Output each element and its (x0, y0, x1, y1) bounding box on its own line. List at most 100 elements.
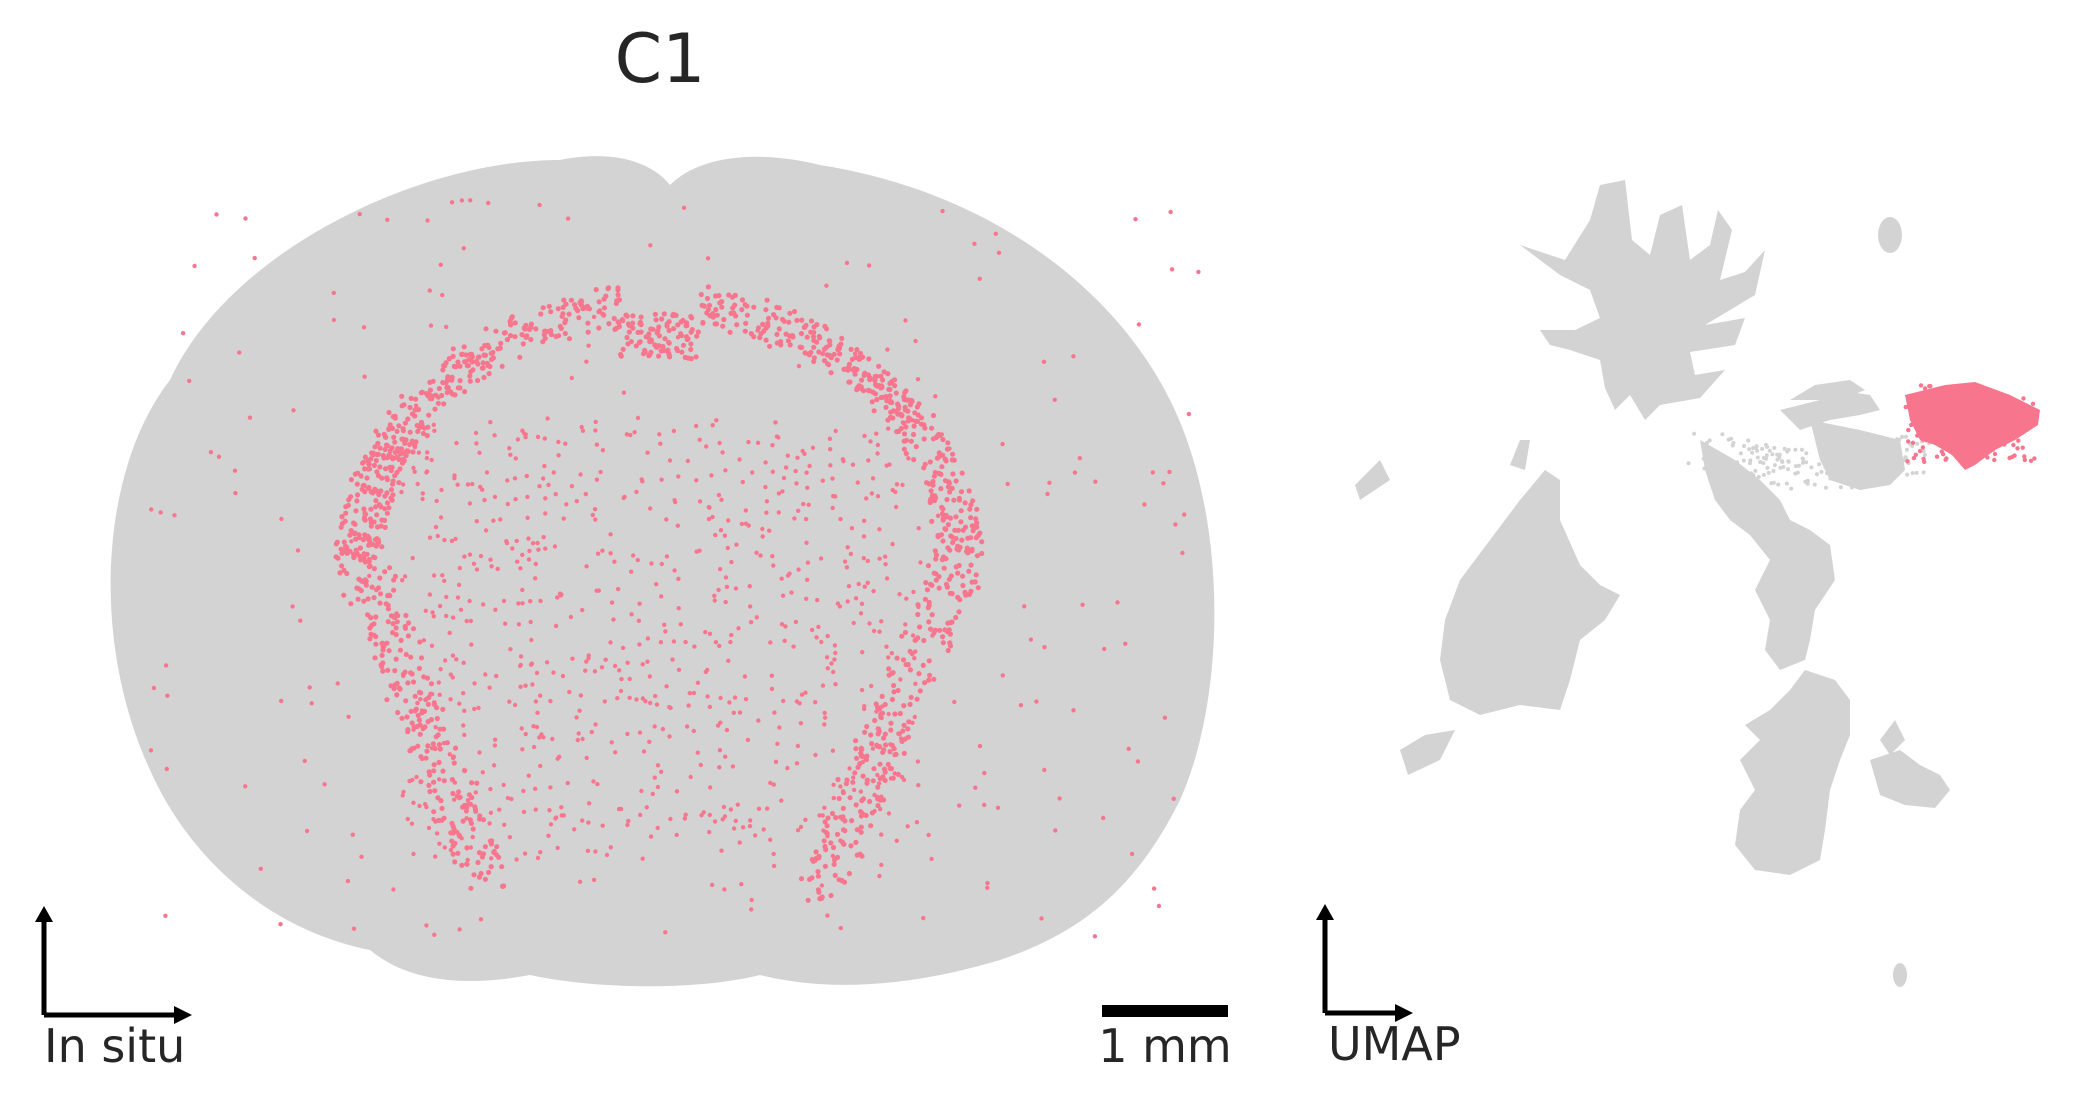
in-situ-highlight-cell (546, 833, 551, 838)
umap-gray-cell (1769, 481, 1774, 486)
in-situ-highlight-cell (712, 593, 717, 598)
in-situ-highlight-cell (882, 777, 888, 784)
in-situ-highlight-cell (427, 592, 433, 597)
in-situ-highlight-cell (700, 319, 706, 326)
in-situ-highlight-cell (707, 812, 712, 818)
in-situ-highlight-cell (672, 498, 677, 503)
in-situ-highlight-cell (172, 513, 177, 518)
in-situ-highlight-cell (655, 825, 660, 831)
in-situ-highlight-cell (407, 429, 413, 435)
in-situ-highlight-cell (586, 306, 593, 312)
in-situ-highlight-cell (486, 869, 492, 876)
in-situ-highlight-cell (520, 601, 525, 606)
umap-highlight-cell (1975, 419, 1980, 425)
in-situ-highlight-cell (338, 524, 344, 530)
umap-highlight-cell (1985, 455, 1990, 460)
in-situ-highlight-cell (480, 487, 485, 492)
in-situ-highlight-cell (930, 478, 936, 485)
in-situ-highlight-cell (789, 590, 794, 595)
in-situ-highlight-cell (534, 670, 540, 676)
in-situ-highlight-cell (767, 528, 772, 533)
in-situ-highlight-cell (496, 854, 502, 860)
in-situ-highlight-cell (898, 677, 903, 682)
in-situ-highlight-cell (471, 561, 477, 566)
in-situ-highlight-cell (507, 835, 513, 840)
in-situ-highlight-cells (148, 198, 1201, 939)
in-situ-highlight-cell (975, 585, 981, 591)
in-situ-highlight-cell (783, 331, 789, 337)
in-situ-highlight-cell (493, 328, 499, 334)
in-situ-highlight-cell (354, 492, 361, 498)
umap-highlight-cell (2016, 418, 2021, 423)
umap-gray-cell (1883, 463, 1888, 468)
in-situ-highlight-cell (867, 621, 872, 626)
in-situ-highlight-cell (888, 720, 894, 726)
in-situ-highlight-cell (676, 576, 681, 581)
umap-gray-cell (1863, 449, 1868, 453)
umap-gray-cell (1837, 465, 1842, 470)
in-situ-highlight-cell (595, 551, 601, 556)
in-situ-highlight-cell (770, 443, 775, 448)
in-situ-highlight-cell (362, 511, 369, 517)
umap-highlight-cell (1915, 433, 1920, 438)
in-situ-highlight-cell (595, 781, 600, 787)
in-situ-highlight-cell (525, 515, 530, 520)
umap-highlight-cell (1903, 404, 1909, 410)
umap-highlight-cell (2002, 418, 2007, 423)
in-situ-highlight-cell (440, 367, 446, 373)
in-situ-highlight-cell (968, 515, 974, 521)
in-situ-highlight-cell (337, 570, 343, 576)
in-situ-highlight-cell (753, 833, 758, 838)
in-situ-highlight-cell (348, 477, 354, 483)
in-situ-highlight-cell (491, 763, 497, 768)
in-situ-highlight-cell (430, 741, 436, 747)
in-situ-highlight-cell (733, 818, 738, 824)
in-situ-highlight-cell (915, 759, 921, 764)
in-situ-highlight-cell (596, 325, 602, 331)
umap-gray-cell (1738, 451, 1743, 456)
in-situ-highlight-cell (407, 441, 413, 447)
in-situ-highlight-cell (1000, 673, 1005, 678)
umap-gray-cell (1692, 431, 1697, 436)
in-situ-highlight-cell (479, 365, 485, 371)
in-situ-highlight-cell (860, 811, 865, 816)
in-situ-highlight-cell (343, 543, 349, 549)
in-situ-highlight-cell (600, 823, 605, 828)
in-situ-highlight-cell (1045, 491, 1050, 497)
in-situ-highlight-cell (148, 748, 154, 753)
in-situ-highlight-cell (626, 329, 632, 335)
in-situ-highlight-cell (831, 795, 836, 801)
in-situ-highlight-cell (862, 584, 867, 589)
in-situ-highlight-cell (408, 395, 414, 401)
in-situ-highlight-cell (377, 591, 384, 597)
in-situ-highlight-cell (467, 373, 473, 379)
in-situ-highlight-cell (621, 390, 627, 395)
in-situ-highlight-cell (725, 545, 730, 551)
in-situ-highlight-cell (391, 887, 396, 892)
in-situ-highlight-cell (562, 320, 568, 326)
in-situ-highlight-cell (811, 344, 817, 350)
in-situ-highlight-cell (377, 575, 383, 581)
in-situ-highlight-cell (915, 611, 921, 618)
in-situ-highlight-cell (851, 775, 856, 780)
in-situ-highlight-cell (926, 599, 932, 605)
in-situ-highlight-cell (674, 347, 681, 354)
umap-highlight-cell (1985, 431, 1990, 436)
in-situ-highlight-cell (208, 450, 214, 455)
in-situ-highlight-cell (723, 468, 728, 473)
in-situ-highlight-cell (768, 640, 773, 645)
in-situ-highlight-cell (420, 491, 425, 496)
in-situ-highlight-cell (654, 582, 659, 587)
in-situ-highlight-cell (858, 789, 864, 794)
in-situ-highlight-cell (910, 418, 915, 423)
in-situ-highlight-cell (462, 802, 467, 808)
in-situ-highlight-cell (399, 436, 405, 442)
in-situ-highlight-cell (455, 850, 461, 856)
in-situ-highlight-cell (427, 387, 433, 393)
in-situ-highlight-cell (648, 326, 654, 332)
in-situ-highlight-cell (611, 315, 617, 322)
umap-highlight-cell (1987, 422, 1993, 427)
in-situ-highlight-cell (648, 834, 654, 839)
in-situ-highlight-cell (163, 913, 168, 918)
in-situ-highlight-cell (796, 508, 801, 513)
